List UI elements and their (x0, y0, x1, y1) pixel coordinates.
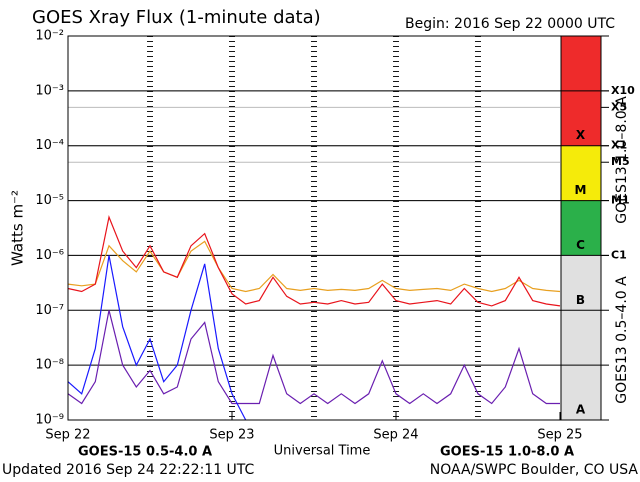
y-tick-label: 10⁻³ (35, 83, 64, 98)
y-tick-label: 10⁻² (35, 29, 64, 44)
flare-tick-label: X5 (611, 100, 627, 113)
y-axis-label: Watts m⁻² (9, 190, 27, 266)
flare-band (561, 145, 601, 201)
flare-class-label: B (576, 293, 585, 307)
flare-tick-label: X10 (611, 84, 635, 97)
series-line (67, 310, 560, 405)
flare-band (561, 255, 601, 311)
flare-tick-label: X1 (611, 139, 627, 152)
footer-left: Updated 2016 Sep 24 22:22:11 UTC (2, 462, 255, 478)
x-tick-label: Sep 25 (537, 428, 582, 443)
x-axis-label: Universal Time (274, 444, 371, 459)
flare-class-label: M (575, 183, 587, 197)
series-line (67, 215, 561, 307)
y-tick-label: 10⁻⁷ (35, 303, 64, 318)
x-tick-label: Sep 24 (373, 428, 418, 443)
flare-band (561, 200, 601, 256)
plot-frame (67, 35, 602, 421)
legend-label: GOES-15 1.0-8.0 A (440, 445, 574, 460)
chart-subtitle: Begin: 2016 Sep 22 0000 UTC (405, 16, 615, 32)
footer-right: NOAA/SWPC Boulder, CO USA (430, 462, 639, 478)
y-tick-label: 10⁻⁵ (35, 193, 64, 208)
flare-tick-label: M5 (611, 155, 630, 168)
flare-class-label: X (576, 128, 586, 142)
series-line (67, 255, 247, 421)
y-tick-label: 10⁻⁶ (35, 248, 64, 263)
y-tick-label: 10⁻⁹ (35, 413, 64, 428)
y-tick-label: 10⁻⁸ (35, 358, 64, 373)
legend-label: GOES13 1.0–8.0 A (614, 96, 630, 224)
y-tick-label: 10⁻⁴ (35, 138, 64, 153)
series-line (67, 240, 561, 293)
flare-class-label: A (576, 403, 586, 417)
legend-label: GOES-15 0.5-4.0 A (78, 445, 212, 460)
flare-tick-label: C1 (611, 248, 627, 261)
legend-label: GOES13 0.5–4.0 A (614, 276, 630, 404)
x-tick-label: Sep 23 (209, 428, 254, 443)
flare-tick-label: M1 (611, 194, 630, 207)
x-tick-label: Sep 22 (45, 428, 90, 443)
chart-title: GOES Xray Flux (1-minute data) (32, 7, 321, 28)
flare-class-label: C (576, 238, 585, 252)
